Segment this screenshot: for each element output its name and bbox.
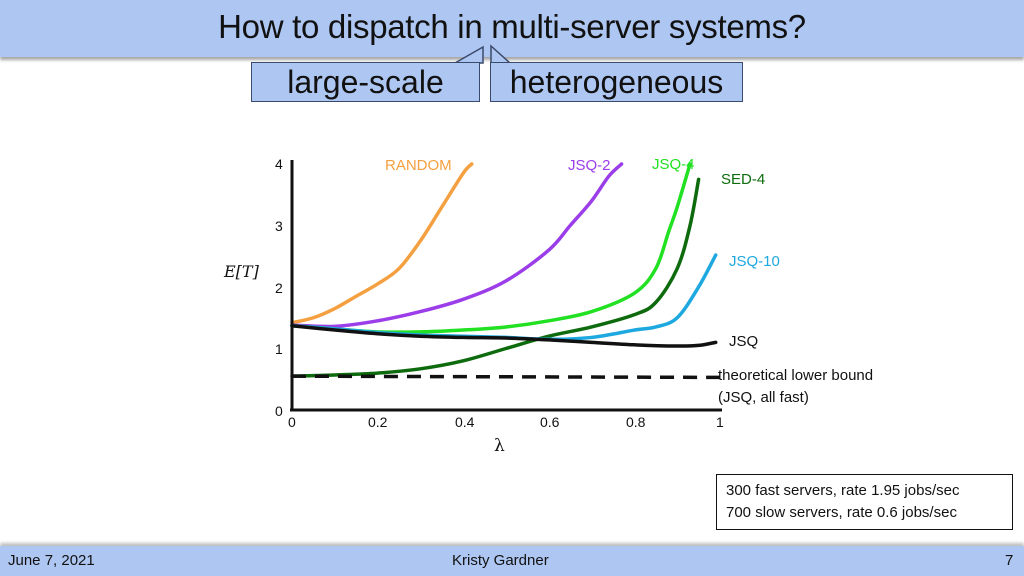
y-tick: 0 (275, 403, 283, 419)
series-line-theoretical (291, 374, 721, 380)
y-tick: 2 (275, 280, 283, 296)
x-axis-label: λ (494, 436, 505, 456)
footer-author: Kristy Gardner (452, 552, 549, 569)
label-jsq: JSQ (729, 333, 759, 350)
label-sed-4: SED-4 (721, 171, 766, 188)
x-tick: 1 (716, 414, 724, 430)
series-line-sed-4 (290, 177, 701, 378)
callout-large-scale: large-scale (251, 62, 480, 102)
footer-date: June 7, 2021 (8, 552, 95, 569)
x-tick: 0.8 (626, 414, 646, 430)
note-line-fast: 300 fast servers, rate 1.95 jobs/sec (726, 482, 960, 499)
y-tick: 1 (275, 341, 283, 357)
title-bar: How to dispatch in multi-server systems? (0, 0, 1024, 57)
callout-heterogeneous: heterogeneous (490, 62, 743, 102)
x-tick: 0.6 (540, 414, 560, 430)
x-tick: 0.4 (455, 414, 475, 430)
series-line-jsq-4 (290, 162, 692, 334)
footer-bar: June 7, 2021 Kristy Gardner 7 (0, 546, 1024, 576)
label-jsq-2: JSQ-2 (568, 157, 611, 174)
x-tick: 0.2 (368, 414, 388, 430)
y-tick: 3 (275, 218, 283, 234)
series-line-random (290, 162, 474, 325)
y-tick: 4 (275, 156, 283, 172)
slide-title: How to dispatch in multi-server systems? (218, 8, 806, 45)
label-random: RANDOM (385, 157, 452, 174)
note-line-slow: 700 slow servers, rate 0.6 jobs/sec (726, 504, 957, 521)
callout-pointers (452, 44, 512, 64)
footer-page-number: 7 (1005, 552, 1014, 569)
label-jsq-4: JSQ-4 (652, 156, 695, 173)
series-line-jsq-2 (290, 162, 624, 329)
label-jsq-10: JSQ-10 (729, 253, 780, 270)
series-line-jsq (290, 323, 718, 348)
y-axis-label: E[T] (224, 262, 259, 281)
label-lower-bound: theoretical lower bound (JSQ, all fast) (718, 367, 874, 406)
server-config-note: 300 fast servers, rate 1.95 jobs/sec 700… (716, 474, 1013, 530)
x-tick: 0 (288, 414, 296, 430)
chart-curves (290, 162, 721, 380)
